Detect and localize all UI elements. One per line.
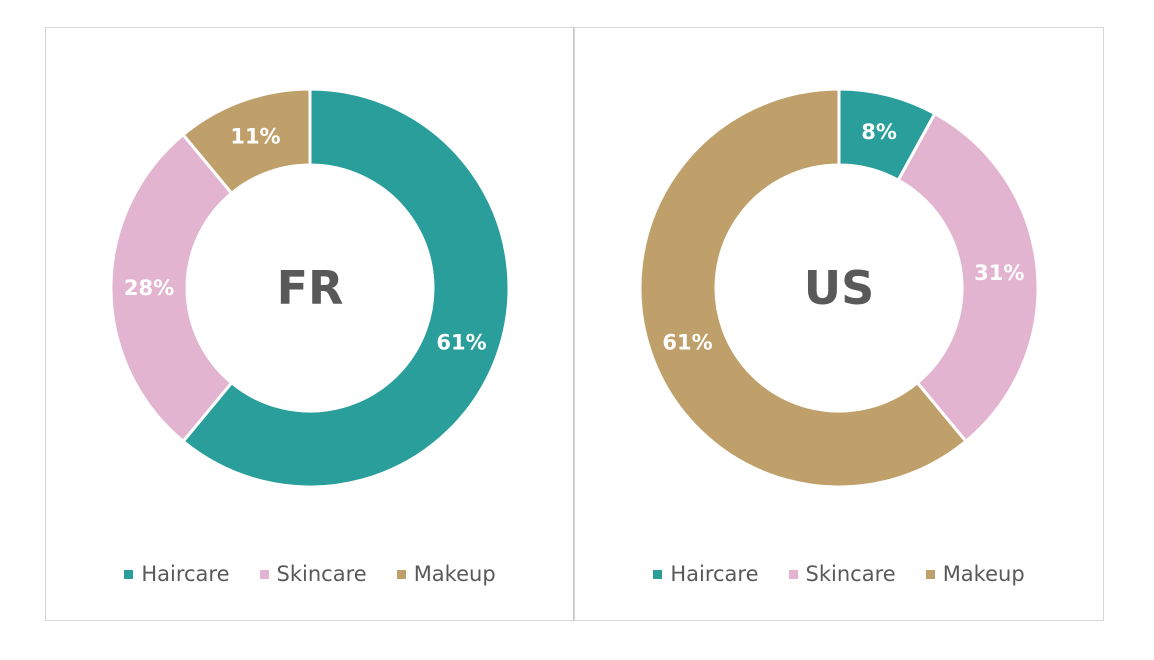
legend-item-haircare: Haircare (124, 562, 230, 586)
slice-fr-makeup (181, 87, 312, 196)
legend-swatch-skincare (259, 569, 269, 579)
legend-label: Skincare (276, 562, 367, 586)
legend-item-skincare: Skincare (788, 562, 896, 586)
legend-item-makeup: Makeup (396, 562, 496, 586)
chart-panel-fr: 61% 28% 11% FR Haircare Skincare Makeup (45, 27, 574, 621)
donut-chart-us: 8% 31% 61% US (638, 87, 1040, 489)
slice-fr-haircare (181, 87, 511, 489)
slice-fr-skincare (109, 132, 234, 444)
data-label-us-makeup: 61% (662, 331, 712, 355)
legend-fr: Haircare Skincare Makeup (46, 562, 574, 586)
data-label-us-haircare: 8% (861, 120, 897, 144)
legend-item-haircare: Haircare (653, 562, 759, 586)
legend-label: Makeup (413, 562, 496, 586)
chart-panel-us: 8% 31% 61% US Haircare Skincare Makeup (574, 27, 1104, 621)
legend-label: Haircare (141, 562, 230, 586)
chart-title: US (804, 261, 874, 315)
legend-swatch-haircare (653, 569, 663, 579)
legend-swatch-makeup (396, 569, 406, 579)
data-label-us-skincare: 31% (974, 261, 1024, 285)
legend-us: Haircare Skincare Makeup (575, 562, 1103, 586)
legend-label: Skincare (805, 562, 896, 586)
legend-swatch-skincare (788, 569, 798, 579)
donut-chart-fr: 61% 28% 11% FR (109, 87, 511, 489)
chart-title: FR (277, 261, 344, 315)
legend-label: Haircare (670, 562, 759, 586)
data-label-fr-haircare: 61% (436, 331, 486, 355)
legend-swatch-makeup (925, 569, 935, 579)
slice-us-skincare (896, 111, 1040, 444)
data-label-fr-skincare: 28% (124, 276, 174, 300)
legend-item-skincare: Skincare (259, 562, 367, 586)
data-label-fr-makeup: 11% (230, 125, 280, 149)
legend-label: Makeup (942, 562, 1025, 586)
legend-swatch-haircare (124, 569, 134, 579)
slice-us-makeup (638, 87, 968, 489)
legend-item-makeup: Makeup (925, 562, 1025, 586)
